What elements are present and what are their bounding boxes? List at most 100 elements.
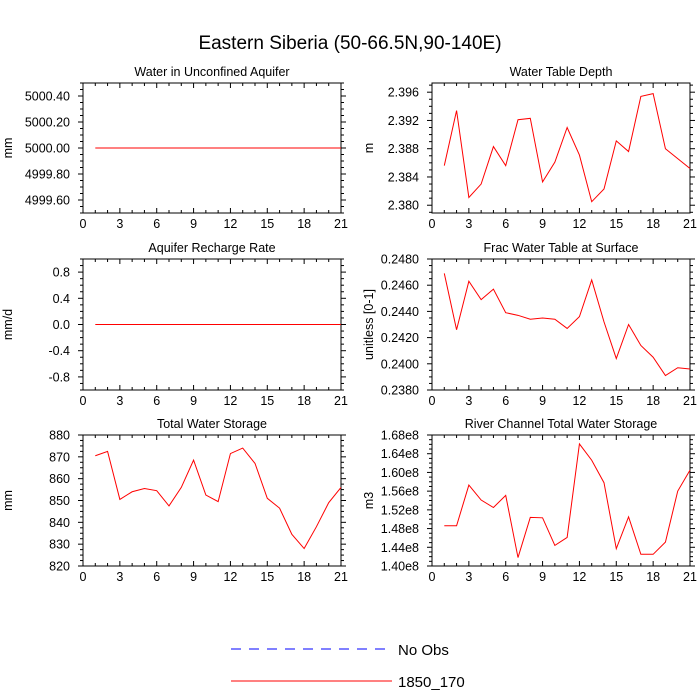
y-tick-label: 1.48e8 [381,522,419,536]
x-tick-label: 9 [190,394,197,408]
x-tick-label: 0 [80,217,87,231]
figure-title: Eastern Siberia (50-66.5N,90-140E) [198,33,502,54]
y-axis-label: m [362,143,376,153]
y-tick-label: 0.4 [53,292,70,306]
x-tick-label: 12 [572,570,586,584]
y-tick-label: 870 [49,450,70,464]
y-tick-label: 0.0 [53,318,70,332]
chart-panel-6: River Channel Total Water Storage m3 0 3 6 9 1… [362,417,697,584]
x-tick-label: 3 [116,217,123,231]
y-tick-label: 0.2440 [381,305,419,319]
y-tick-label: 830 [49,538,70,552]
x-tick-label: 15 [260,570,274,584]
y-tick-label: 820 [49,560,70,574]
y-tick-label: 850 [49,494,70,508]
x-tick-label: 6 [502,394,509,408]
y-tick-label: 2.392 [388,114,419,128]
y-tick-label: 1.52e8 [381,503,419,517]
x-tick-label: 6 [153,394,160,408]
x-tick-label: 12 [223,394,237,408]
panel-title: Water Table Depth [510,65,613,79]
plot-frame [431,434,691,567]
x-tick-label: 9 [190,217,197,231]
x-tick-label: 18 [297,217,311,231]
legend-label-model: 1850_170 [398,674,465,691]
x-tick-label: 15 [609,217,623,231]
y-tick-label: 840 [49,516,70,530]
y-tick-label: 2.384 [388,170,419,184]
x-tick-label: 3 [465,570,472,584]
x-tick-label: 0 [80,394,87,408]
y-tick-label: 5000.20 [25,116,70,130]
y-tick-label: 0.2400 [381,357,419,371]
chart-panel-5: Total Water Storage mm 0 3 6 9 12 15 18 21 820 830 8… [1,417,348,584]
y-tick-label: 2.396 [388,86,419,100]
x-tick-label: 21 [334,394,348,408]
x-tick-label: 0 [429,217,436,231]
x-tick-label: 3 [465,394,472,408]
panel-title: Aquifer Recharge Rate [148,241,275,255]
x-tick-label: 18 [646,217,660,231]
chart-panel-1: Water in Unconfined Aquifer mm 0 3 6 9 12 15 18 2… [1,65,348,231]
y-tick-label: 4999.60 [25,194,70,208]
y-tick-label: 0.2380 [381,384,419,398]
y-axis-label: mm [1,490,15,511]
x-tick-label: 12 [572,394,586,408]
x-tick-label: 12 [223,570,237,584]
y-axis-label: m3 [362,492,376,509]
x-tick-label: 21 [334,217,348,231]
y-tick-label: 5000.00 [25,142,70,156]
x-tick-label: 9 [539,570,546,584]
series-line [443,93,691,203]
chart-panel-3: Aquifer Recharge Rate mm/d 0 3 6 9 12 15 18 21 -0.… [1,241,348,408]
series-line [443,273,691,377]
y-tick-label: 2.388 [388,142,419,156]
x-tick-label: 15 [260,394,274,408]
x-tick-label: 9 [539,217,546,231]
x-tick-label: 0 [80,570,87,584]
x-tick-label: 21 [334,570,348,584]
chart-panels: Water in Unconfined Aquifer mm 0 3 6 9 12 15 18 2… [1,65,697,584]
x-tick-label: 18 [297,570,311,584]
y-axis-label: mm [1,138,15,159]
x-tick-label: 6 [502,217,509,231]
x-tick-label: 18 [646,394,660,408]
y-tick-label: 2.380 [388,199,419,213]
panel-title: Total Water Storage [157,417,267,431]
y-tick-label: 880 [49,429,70,443]
x-tick-label: 21 [683,394,697,408]
x-tick-label: 6 [502,570,509,584]
x-tick-label: 12 [223,217,237,231]
x-tick-label: 3 [465,217,472,231]
x-tick-label: 9 [190,570,197,584]
panel-title: River Channel Total Water Storage [465,417,658,431]
x-tick-label: 9 [539,394,546,408]
y-tick-label: 0.2480 [381,253,419,267]
chart-panel-2: Water Table Depth m 0 3 6 9 12 15 18 21 2.380 2.384… [362,65,697,231]
y-tick-label: 4999.80 [25,168,70,182]
y-axis-label: unitless [0-1] [362,289,376,360]
y-tick-label: 0.8 [53,266,70,280]
x-tick-label: 6 [153,217,160,231]
panel-title: Frac Water Table at Surface [484,241,639,255]
x-tick-label: 15 [609,394,623,408]
y-tick-label: 860 [49,472,70,486]
x-tick-label: 21 [683,217,697,231]
x-tick-label: 0 [429,394,436,408]
y-axis-label: mm/d [1,309,15,340]
y-tick-label: 1.40e8 [381,560,419,574]
x-tick-label: 15 [609,570,623,584]
y-tick-label: 0.2460 [381,279,419,293]
y-tick-label: 1.64e8 [381,447,419,461]
y-tick-label: 1.60e8 [381,466,419,480]
y-tick-label: -0.4 [48,344,70,358]
x-tick-label: 3 [116,570,123,584]
x-tick-label: 18 [297,394,311,408]
x-tick-label: 21 [683,570,697,584]
plot-frame [431,258,691,391]
x-tick-label: 3 [116,394,123,408]
x-tick-label: 0 [429,570,436,584]
y-tick-label: 1.68e8 [381,429,419,443]
x-tick-label: 12 [572,217,586,231]
